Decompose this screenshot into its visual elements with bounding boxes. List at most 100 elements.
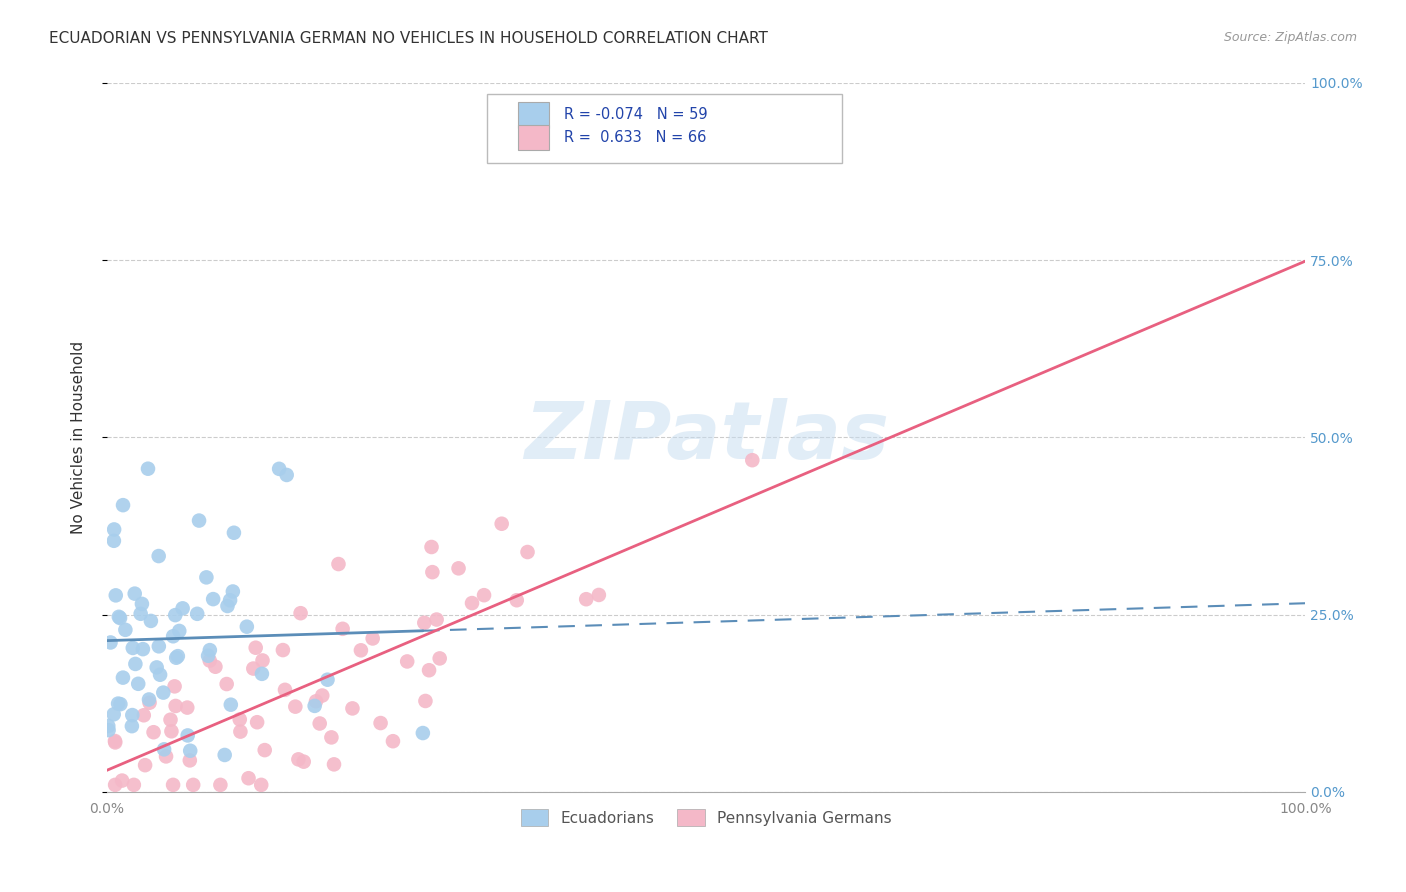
Point xyxy=(250,666,273,681)
Point xyxy=(155,749,177,764)
Point xyxy=(575,592,598,607)
Point xyxy=(429,651,451,665)
Point xyxy=(242,661,264,675)
Point xyxy=(134,758,156,772)
Point xyxy=(361,632,384,646)
Point xyxy=(418,663,440,677)
Point xyxy=(274,682,297,697)
Point xyxy=(160,724,183,739)
Point xyxy=(104,734,127,748)
Point xyxy=(103,533,125,548)
Bar xyxy=(517,102,550,128)
Point xyxy=(413,615,436,630)
Point xyxy=(159,713,181,727)
Point xyxy=(245,640,267,655)
Point xyxy=(152,685,174,699)
Point xyxy=(179,744,201,758)
Point xyxy=(163,679,186,693)
Y-axis label: No Vehicles in Household: No Vehicles in Household xyxy=(72,341,86,534)
Point xyxy=(103,707,125,722)
Point xyxy=(111,498,134,512)
Point xyxy=(110,697,132,711)
Point xyxy=(271,643,294,657)
Point xyxy=(188,514,211,528)
Point xyxy=(308,716,330,731)
Point xyxy=(305,694,328,708)
Point xyxy=(103,523,125,537)
Point xyxy=(311,689,333,703)
Point xyxy=(139,614,162,628)
Point xyxy=(104,735,127,749)
Point xyxy=(588,588,610,602)
Point xyxy=(229,724,252,739)
Point xyxy=(229,713,252,727)
Point xyxy=(321,731,343,745)
Point xyxy=(166,649,188,664)
Point xyxy=(217,599,239,613)
Point xyxy=(121,719,143,733)
Point xyxy=(124,587,146,601)
Point xyxy=(145,660,167,674)
Point xyxy=(741,453,763,467)
Point xyxy=(176,700,198,714)
Point xyxy=(420,540,443,554)
Point xyxy=(472,588,495,602)
Point xyxy=(236,620,259,634)
Point xyxy=(250,778,273,792)
Point xyxy=(342,701,364,715)
Point xyxy=(162,629,184,643)
Point xyxy=(111,671,134,685)
Point xyxy=(153,742,176,756)
Point xyxy=(447,561,470,575)
Point xyxy=(426,613,449,627)
Point xyxy=(132,708,155,723)
Text: R = -0.074   N = 59: R = -0.074 N = 59 xyxy=(564,107,707,122)
Point xyxy=(370,716,392,731)
Point xyxy=(197,648,219,663)
Point xyxy=(104,778,127,792)
Point xyxy=(138,692,160,706)
Point xyxy=(412,726,434,740)
Point xyxy=(165,698,187,713)
Point xyxy=(304,698,326,713)
Point xyxy=(253,743,276,757)
Point xyxy=(97,719,120,733)
Point xyxy=(131,597,153,611)
Point xyxy=(219,698,242,712)
Point xyxy=(148,549,170,563)
Point xyxy=(104,588,127,602)
Point xyxy=(202,592,225,607)
Point xyxy=(516,545,538,559)
Point xyxy=(323,757,346,772)
Point xyxy=(114,623,136,637)
Point xyxy=(107,697,129,711)
Point xyxy=(238,771,260,785)
Point xyxy=(108,611,131,625)
Point xyxy=(276,467,298,482)
Point xyxy=(127,677,149,691)
Point xyxy=(162,778,184,792)
Point xyxy=(506,593,529,607)
Point xyxy=(136,461,159,475)
Point xyxy=(169,624,191,638)
Point xyxy=(332,622,354,636)
Point xyxy=(246,715,269,730)
Point xyxy=(287,752,309,766)
Point xyxy=(219,593,242,607)
Point xyxy=(316,673,339,687)
Point xyxy=(122,778,145,792)
Point xyxy=(111,773,134,788)
Point xyxy=(121,708,143,723)
Point xyxy=(350,643,373,657)
Point xyxy=(491,516,513,531)
Point xyxy=(195,570,218,584)
Point xyxy=(121,640,143,655)
Text: Source: ZipAtlas.com: Source: ZipAtlas.com xyxy=(1223,31,1357,45)
Legend: Ecuadorians, Pennsylvania Germans: Ecuadorians, Pennsylvania Germans xyxy=(513,801,900,834)
Point xyxy=(422,565,444,579)
FancyBboxPatch shape xyxy=(486,94,842,163)
Text: R =  0.633   N = 66: R = 0.633 N = 66 xyxy=(564,130,706,145)
Point xyxy=(165,608,187,623)
Point xyxy=(396,655,419,669)
Point xyxy=(176,728,198,742)
